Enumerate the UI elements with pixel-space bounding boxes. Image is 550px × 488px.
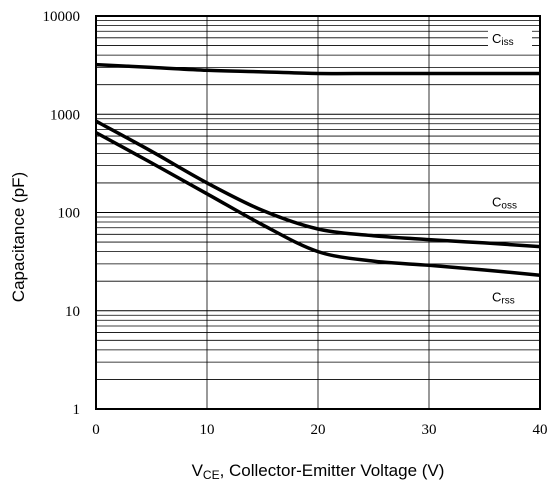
series-label-box: [488, 286, 532, 307]
y-tick-label: 1: [73, 402, 81, 418]
series-label-rss: Crss: [492, 289, 515, 306]
x-tick-label: 0: [92, 422, 100, 438]
plot-frame: [95, 15, 541, 410]
x-axis-title-rest: , Collector-Emitter Voltage (V): [220, 461, 445, 480]
y-tick-label: 100: [58, 206, 81, 222]
y-tick-label: 1000: [50, 107, 80, 123]
x-axis-title-sub: CE: [203, 468, 220, 482]
series-line-coss: [95, 119, 541, 249]
series-label-box: [488, 191, 532, 212]
x-tick-label: 10: [200, 422, 215, 438]
tick-labels: 0 10 20 30 40 1 10 100 1000 10000: [43, 9, 548, 438]
series-label-oss: Coss: [492, 194, 517, 211]
x-tick-label: 20: [311, 422, 326, 438]
x-axis-title-main: V: [192, 461, 204, 480]
series-line-crss: [95, 131, 541, 277]
series-line-ciss: [95, 62, 540, 76]
series-label-box: [488, 27, 532, 48]
x-axis-title: VCE, Collector-Emitter Voltage (V): [192, 461, 445, 482]
x-tick-label: 30: [422, 422, 437, 438]
y-tick-label: 10000: [43, 9, 81, 25]
y-axis-title: Capacitance (pF): [9, 172, 28, 302]
x-tick-label: 40: [533, 422, 548, 438]
y-tick-label: 10: [65, 304, 80, 320]
series-lines: [95, 62, 541, 277]
series-label-iss: Ciss: [492, 31, 514, 48]
series-labels: Ciss Coss Crss: [488, 27, 532, 307]
